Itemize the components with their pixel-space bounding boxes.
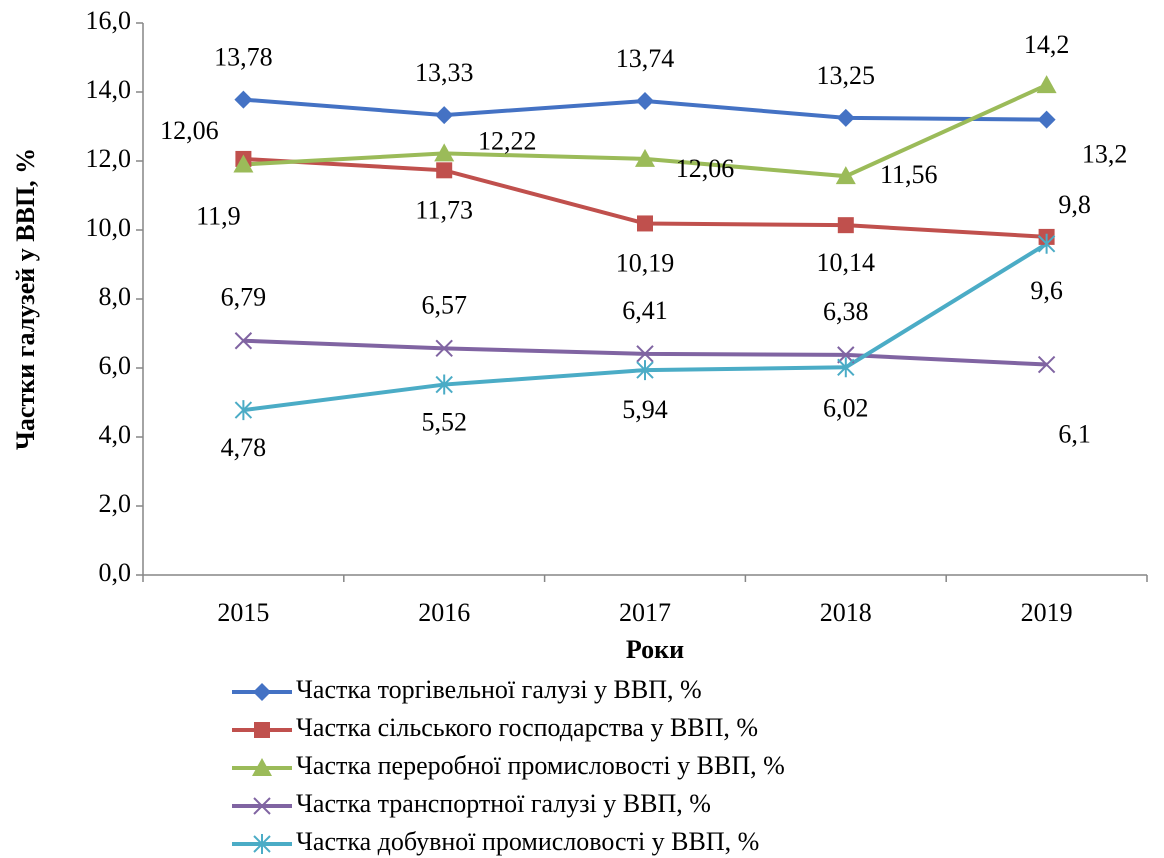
legend-item: Частка переробної промисловості у ВВП, %: [232, 751, 785, 780]
marker: [253, 797, 271, 815]
y-tick-label: 10,0: [86, 213, 132, 242]
x-tick-label: 2016: [418, 598, 470, 627]
legend-item: Частка добувної промисловості у ВВП, %: [232, 827, 759, 856]
marker: [254, 722, 270, 738]
data-label: 11,73: [415, 195, 473, 224]
data-label: 13,78: [214, 43, 273, 72]
marker: [436, 162, 453, 179]
data-label: 11,56: [880, 160, 938, 189]
data-label: 13,2: [1082, 140, 1128, 169]
data-label: 9,8: [1058, 190, 1091, 219]
legend-label: Частка сільського господарства у ВВП, %: [296, 713, 758, 742]
data-label: 6,57: [421, 290, 467, 319]
marker: [1037, 110, 1056, 129]
data-label: 14,2: [1024, 30, 1070, 59]
marker: [635, 148, 655, 167]
y-tick-label: 12,0: [86, 144, 132, 173]
x-tick-label: 2019: [1021, 598, 1073, 627]
y-tick-label: 4,0: [99, 420, 132, 449]
data-label: 5,94: [622, 395, 668, 424]
x-tick-label: 2018: [820, 598, 872, 627]
data-label: 12,06: [160, 116, 219, 145]
marker: [837, 357, 855, 378]
data-label: 4,78: [221, 433, 267, 462]
marker: [837, 346, 855, 364]
marker: [1037, 233, 1056, 254]
legend-item: Частка транспортної галузі у ВВП, %: [232, 789, 711, 818]
marker: [636, 91, 654, 110]
y-tick-label: 6,0: [99, 351, 132, 380]
data-label: 10,19: [616, 248, 675, 277]
legend-item: Частка торгівельної галузі у ВВП, %: [232, 675, 702, 704]
y-tick-label: 14,0: [86, 75, 132, 104]
data-label: 13,33: [415, 58, 474, 87]
y-axis-title: Частки галузей у ВВП, %: [11, 148, 40, 450]
data-label: 6,38: [823, 297, 869, 326]
marker: [233, 154, 254, 173]
data-label: 6,02: [823, 393, 869, 422]
marker: [636, 360, 654, 381]
marker: [234, 90, 253, 109]
marker: [435, 339, 453, 358]
data-label: 12,22: [478, 126, 537, 155]
marker: [836, 108, 855, 127]
data-label: 13,25: [817, 61, 876, 90]
data-label: 6,1: [1058, 420, 1091, 449]
y-tick-label: 8,0: [99, 282, 132, 311]
data-label: 12,06: [676, 154, 735, 183]
marker: [1037, 355, 1056, 374]
marker: [636, 345, 654, 363]
marker: [253, 834, 271, 854]
marker: [435, 106, 454, 125]
legend-label: Частка транспортної галузі у ВВП, %: [296, 789, 711, 818]
marker: [1036, 75, 1057, 94]
legend-label: Частка торгівельної галузі у ВВП, %: [296, 675, 702, 704]
marker: [234, 332, 253, 350]
marker: [434, 143, 455, 162]
y-tick-label: 2,0: [99, 489, 132, 518]
x-tick-label: 2015: [217, 598, 269, 627]
marker: [252, 758, 272, 776]
y-tick-label: 0,0: [99, 558, 132, 587]
marker: [234, 400, 253, 421]
marker: [835, 166, 856, 185]
data-label: 6,41: [622, 296, 668, 325]
marker: [253, 683, 271, 701]
legend-item: Частка сільського господарства у ВВП, %: [232, 713, 758, 742]
data-label: 10,14: [817, 248, 876, 277]
data-label: 13,74: [616, 44, 675, 73]
data-label: 5,52: [421, 408, 467, 437]
x-tick-label: 2017: [619, 598, 671, 627]
marker: [837, 217, 854, 234]
x-axis-title: Роки: [626, 635, 684, 664]
marker: [435, 374, 453, 395]
legend-label: Частка переробної промисловості у ВВП, %: [296, 751, 785, 780]
legend-label: Частка добувної промисловості у ВВП, %: [296, 827, 759, 856]
data-label: 11,9: [196, 201, 241, 230]
data-label: 9,6: [1030, 276, 1063, 305]
y-tick-label: 16,0: [86, 6, 132, 35]
data-label: 6,79: [221, 283, 267, 312]
marker: [637, 215, 653, 232]
